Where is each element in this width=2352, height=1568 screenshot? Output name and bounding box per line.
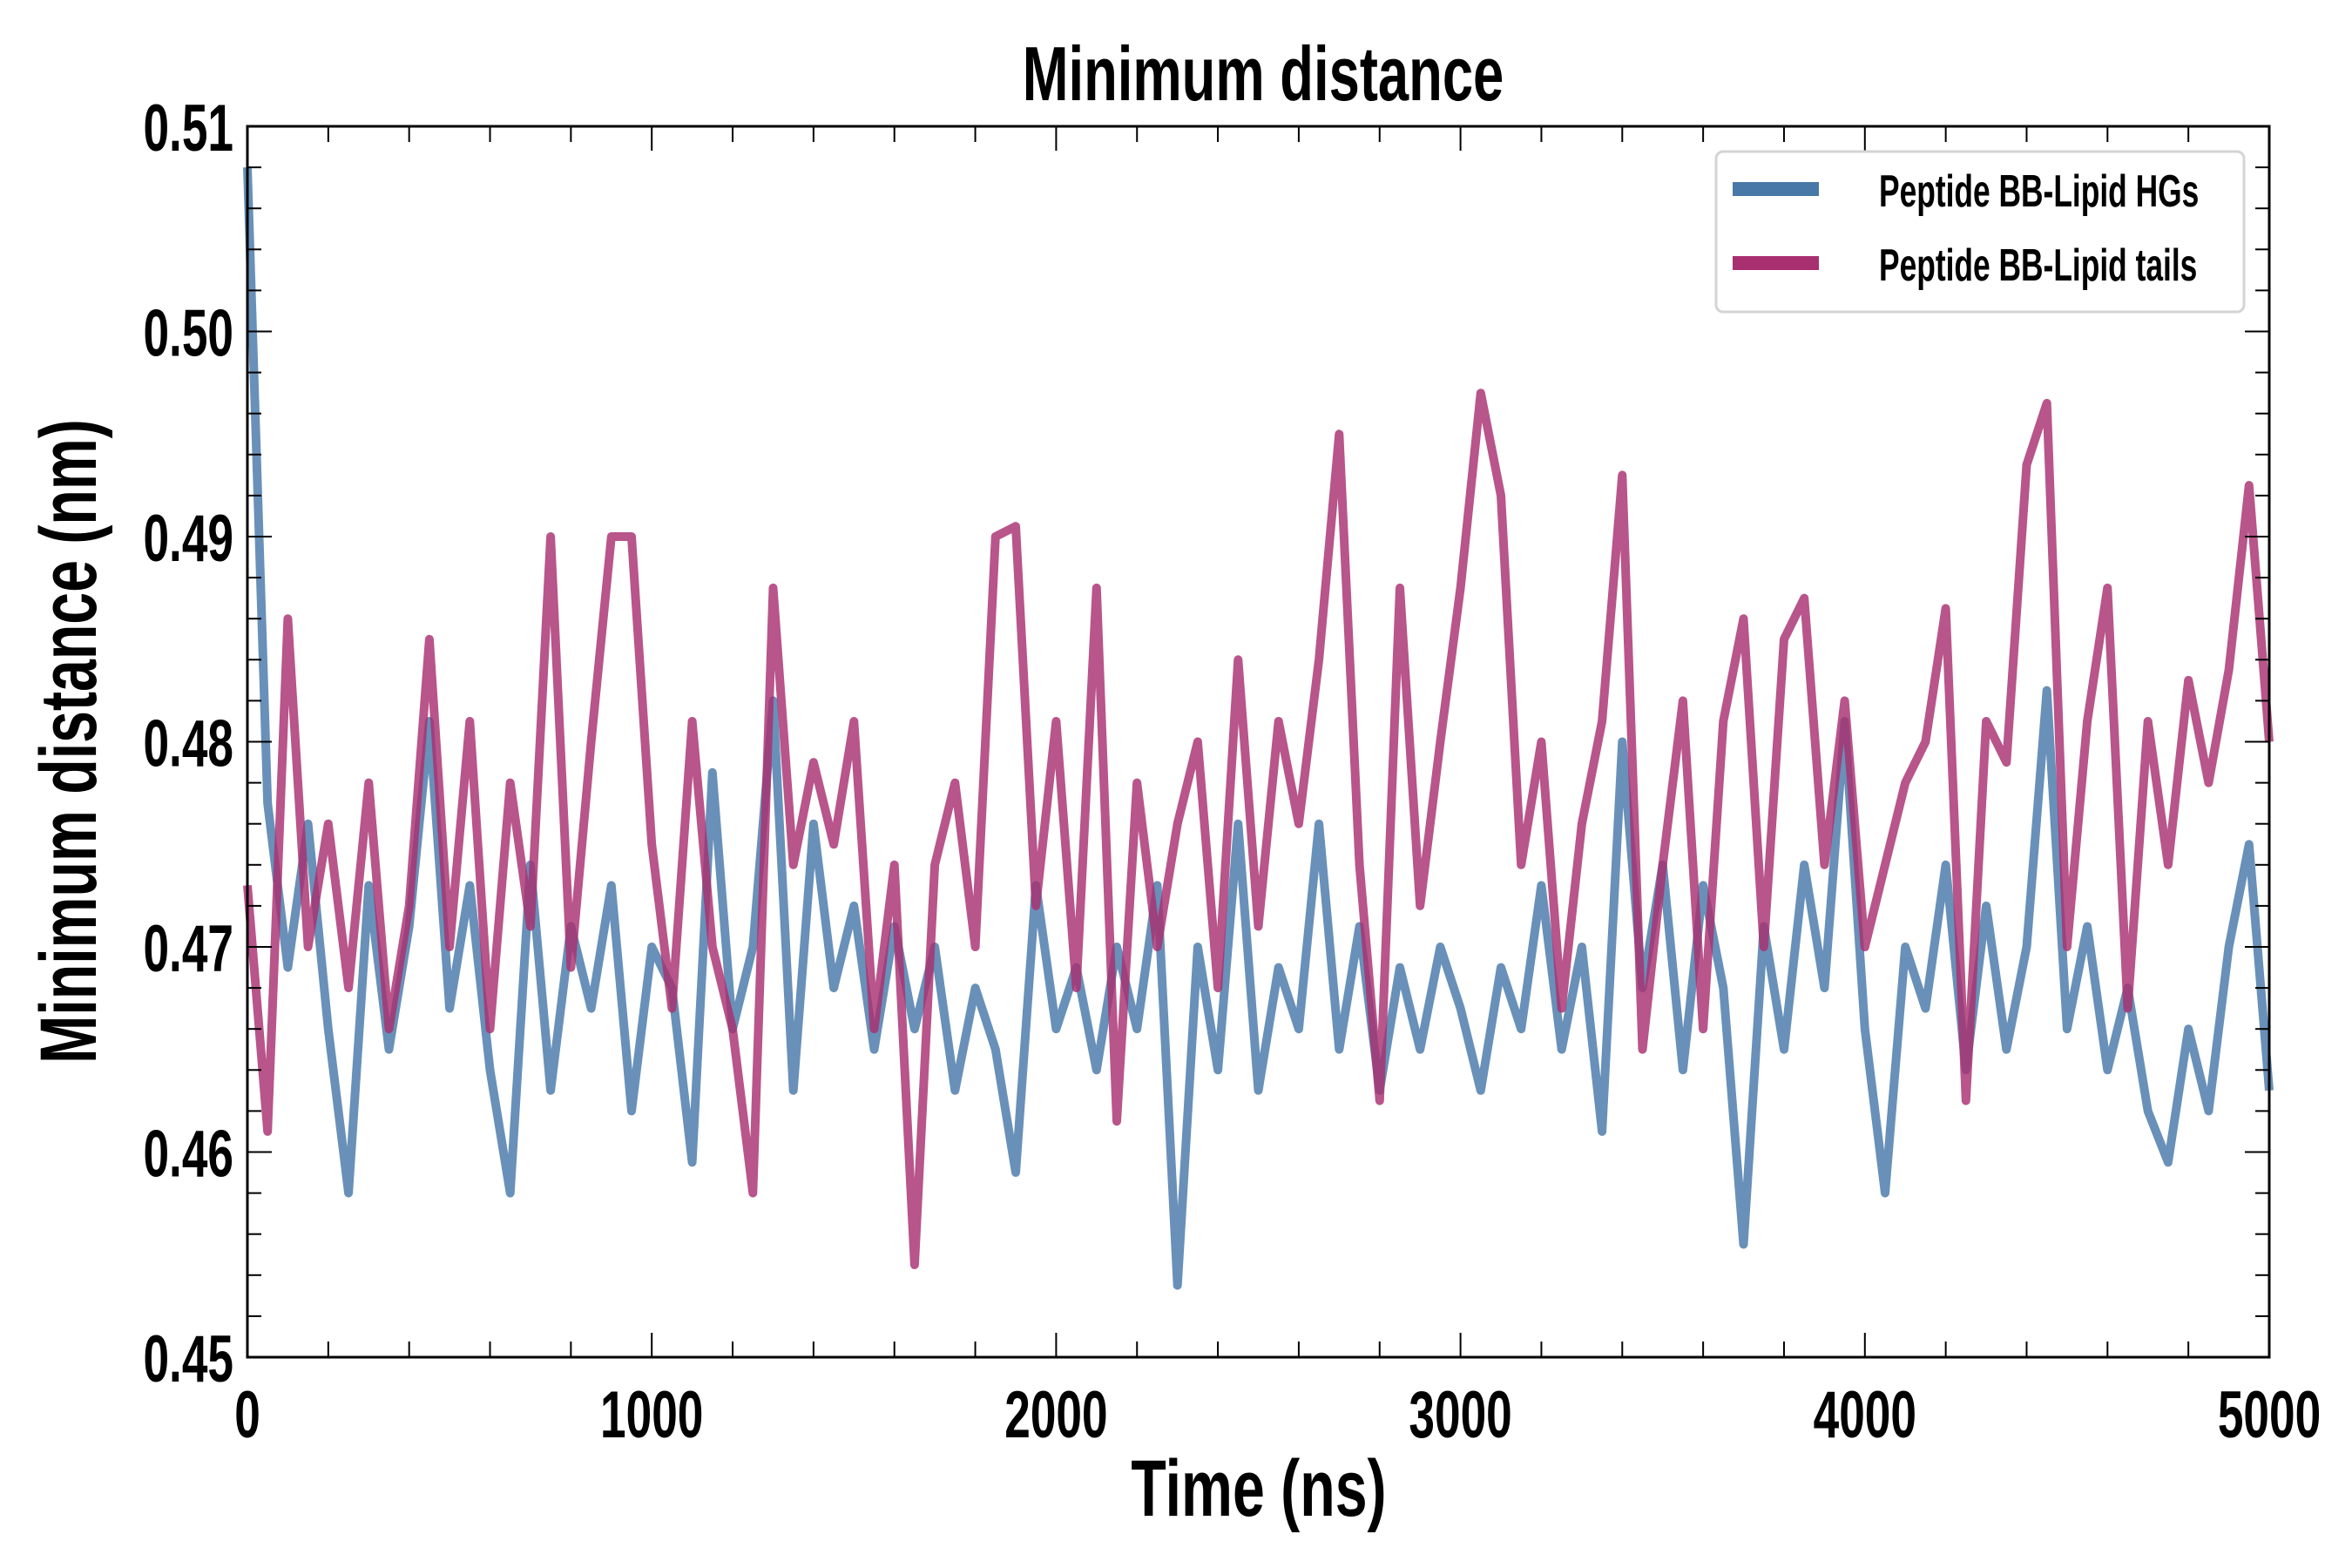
x-tick-label: 0 — [234, 1378, 260, 1452]
legend-label-tails: Peptide BB-Lipid tails — [1879, 240, 2197, 290]
x-tick-label: 4000 — [1814, 1378, 1916, 1452]
series-line-0 — [243, 166, 2274, 1290]
y-tick-label: 0.48 — [143, 706, 233, 781]
plot-frame — [246, 125, 2271, 1359]
series-line-1 — [243, 389, 2274, 1269]
chart-title: Minimum distance — [1023, 32, 1504, 118]
y-tick-label: 0.50 — [143, 296, 233, 370]
legend-label-hgs: Peptide BB-Lipid HGs — [1879, 166, 2199, 216]
x-axis-label: Time (ns) — [1131, 1443, 1386, 1532]
y-tick-label: 0.46 — [143, 1117, 233, 1191]
legend: Peptide BB-Lipid HGs Peptide BB-Lipid ta… — [1714, 150, 2246, 314]
y-tick-label: 0.49 — [143, 502, 233, 576]
ticks-layer — [247, 125, 2270, 1358]
y-tick-label: 0.45 — [143, 1322, 233, 1396]
y-axis-label: Minimum distance (nm) — [23, 419, 112, 1064]
x-tick-label: 5000 — [2218, 1378, 2321, 1452]
tick-labels: 0 1000 2000 3000 4000 5000 0.45 0.46 0.47 0.48 0.4… — [143, 91, 2321, 1452]
x-tick-label: 1000 — [600, 1378, 703, 1452]
legend-frame — [1714, 150, 2246, 314]
series-layer — [243, 166, 2274, 1290]
y-tick-label: 0.51 — [143, 91, 233, 166]
x-tick-label: 3000 — [1409, 1378, 1511, 1452]
x-tick-label: 2000 — [1004, 1378, 1107, 1452]
y-tick-label: 0.47 — [143, 912, 233, 986]
